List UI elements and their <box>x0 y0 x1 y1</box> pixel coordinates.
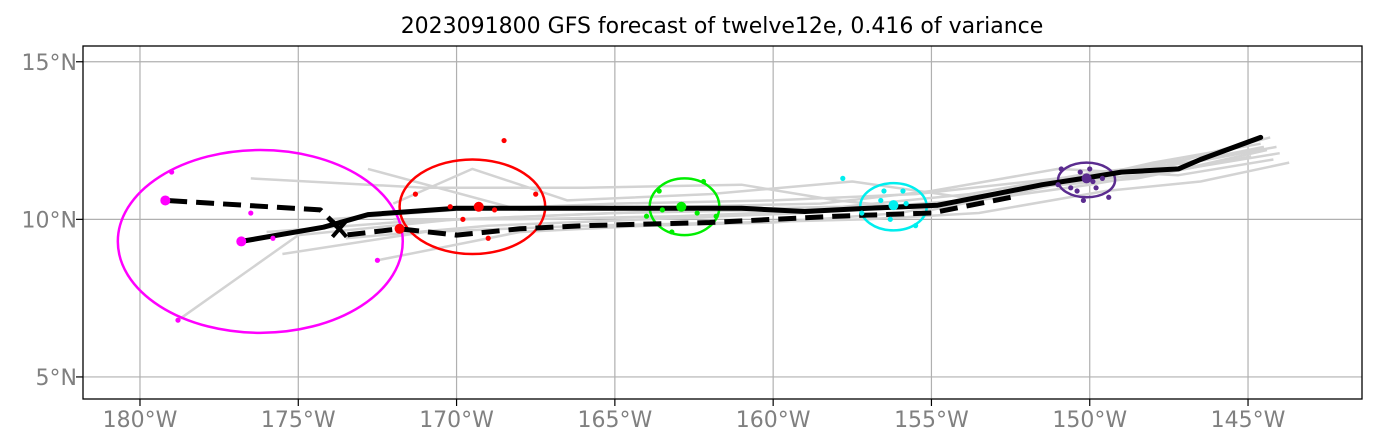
ensemble-point <box>160 195 171 206</box>
ensemble-point <box>694 210 700 216</box>
ensemble-point <box>903 200 909 207</box>
x-tick-label: 155°W <box>894 408 969 433</box>
ensemble-point <box>270 235 276 241</box>
ensemble-point <box>248 210 254 216</box>
ensemble-track <box>282 161 1290 256</box>
ensemble-point <box>1093 185 1099 191</box>
ensemble-point <box>643 213 650 219</box>
ensemble-point <box>881 188 887 194</box>
x-tick-label: 175°W <box>261 408 336 433</box>
x-tick-label: 150°W <box>1052 408 1127 433</box>
ensemble-point <box>713 213 719 219</box>
ensemble-point <box>913 223 919 229</box>
x-tick-label: 170°W <box>419 408 494 433</box>
uncertainty-ellipse <box>116 148 405 335</box>
ensemble-point <box>473 201 484 212</box>
plot-frame <box>82 45 1363 400</box>
ensemble-point <box>878 197 884 204</box>
ensemble-point <box>169 169 175 175</box>
ensemble-point <box>1087 166 1093 172</box>
y-axis-ticks: 5°N 10°N 15°N <box>22 51 83 391</box>
ensemble-point <box>859 210 865 216</box>
y-tick-label: 15°N <box>22 51 77 76</box>
chart-title: 2023091800 GFS forecast of twelve12e, 0.… <box>401 14 1044 39</box>
ensemble-point <box>1106 194 1112 200</box>
ensemble-point <box>1090 178 1096 185</box>
ensemble-track <box>266 145 1277 234</box>
ensemble-point <box>887 216 893 222</box>
ensemble-point <box>1074 188 1080 194</box>
ensemble-point <box>491 207 498 213</box>
x-tick-label: 145°W <box>1211 408 1286 433</box>
ensemble-point <box>1081 173 1092 184</box>
ensemble-point <box>1080 197 1087 204</box>
ensemble-point <box>900 188 906 194</box>
ensemble-point <box>533 191 539 197</box>
x-axis-ticks: 180°W 175°W 170°W 165°W 160°W 155°W 150°W 145°W <box>103 399 1286 433</box>
ensemble-point <box>412 191 419 197</box>
x-tick-label: 165°W <box>577 408 652 433</box>
ensemble-track <box>392 148 1268 205</box>
ensemble-point <box>485 235 491 241</box>
ensemble-point <box>1077 169 1083 175</box>
ensemble-point <box>501 137 507 144</box>
ensemble-point <box>700 178 707 185</box>
ensemble-point <box>1055 182 1061 188</box>
ensemble-point <box>460 216 466 222</box>
cross-marker <box>330 219 348 239</box>
y-tick-label: 10°N <box>22 208 77 233</box>
ensemble-point <box>236 236 247 247</box>
ensemble-point <box>656 188 662 194</box>
mean-tracks <box>165 134 1264 244</box>
y-tick-label: 5°N <box>36 366 77 391</box>
ensemble-point <box>374 257 381 263</box>
x-tick-label: 160°W <box>736 408 811 433</box>
ensemble-point <box>840 175 846 181</box>
ensemble-point <box>1099 175 1106 181</box>
ensemble-point <box>669 229 675 235</box>
ensemble-point <box>394 223 405 234</box>
uncertainty-ellipses <box>116 148 1117 335</box>
ensemble-point <box>175 317 181 323</box>
ensemble-point <box>1058 166 1064 172</box>
ensemble-point <box>447 204 453 210</box>
ensemble-point <box>888 200 899 211</box>
ensemble-tracks <box>177 136 1290 322</box>
ensemble-point <box>676 201 687 212</box>
ensemble-point <box>659 207 665 213</box>
x-tick-label: 180°W <box>103 408 178 433</box>
mean-track-solid <box>238 134 1264 244</box>
ensemble-points <box>160 137 1112 323</box>
ensemble-point <box>1068 185 1074 191</box>
